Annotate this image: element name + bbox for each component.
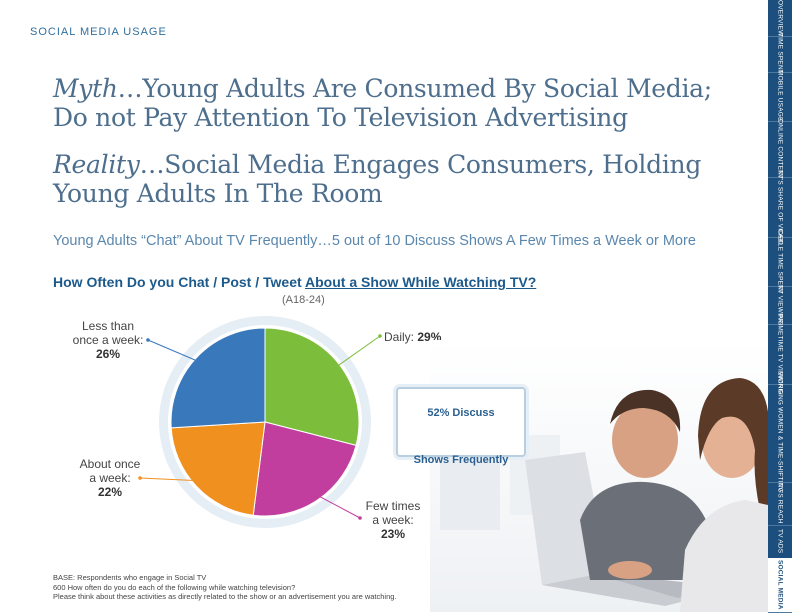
section-label: SOCIAL MEDIA USAGE: [30, 26, 167, 38]
pie-slice-daily-leader: [332, 335, 381, 370]
sidebar-tab-tv-s-share-of-video[interactable]: TV’S SHARE OF VIDEO: [768, 170, 792, 245]
sidebar-tab-cable-time-spent[interactable]: CABLE TIME SPENT: [768, 229, 792, 294]
slice-label-few-times: Few times a week: 23%: [358, 499, 428, 541]
sidebar-tab-tv-viewing[interactable]: TV VIEWING: [768, 284, 792, 326]
pie-slice-less-than: [170, 327, 266, 429]
chart-title-part2: About a Show While Watching TV?: [305, 274, 537, 290]
sidebar-tab-label: MOBILE USAGE: [776, 70, 784, 122]
slice-label-less-than: Less than once a week: 26%: [68, 319, 148, 361]
slice-label-less-line2: once a week:: [72, 333, 144, 347]
pie-slice-few-times: [252, 421, 357, 517]
chart-title: How Often Do you Chat / Post / Tweet Abo…: [53, 274, 536, 290]
leader-lines: [138, 334, 382, 520]
sidebar-tab-social-media[interactable]: SOCIAL MEDIA: [768, 557, 792, 613]
pie-slice-less-than-leader-dot: [146, 338, 150, 342]
slice-label-once-line1: About once: [79, 457, 141, 471]
callout-line2: Shows Frequently: [413, 454, 509, 466]
footnote-question: 600 How often do you do each of the foll…: [53, 582, 296, 592]
slice-label-few-times-line1: Few times: [365, 499, 421, 513]
sidebar-tab-primetime-tv-viewing[interactable]: PRIMETIME TV VIEWING: [768, 314, 792, 394]
chart-title-part1: How Often Do you Chat / Post / Tweet: [53, 274, 306, 290]
callout-box: 52% Discuss Shows Frequently: [396, 387, 526, 466]
photo-young-adults-laptop: [430, 340, 768, 612]
sidebar-tab-online-content[interactable]: ONLINE CONTENT: [768, 118, 792, 180]
sidebar-tab-time-spent[interactable]: TIME SPENT: [768, 33, 792, 75]
sidebar-tab-overview[interactable]: OVERVIEW: [768, 0, 792, 37]
slice-label-once-line2: a week:: [89, 471, 131, 485]
sidebar-tab-label: OVERVIEW: [776, 0, 784, 37]
sidebar-tab-label: TV’S SHARE OF VIDEO: [776, 169, 784, 245]
sidebar-tab-label: SOCIAL MEDIA: [776, 560, 784, 610]
sidebar-tab-label: PRIMETIME TV VIEWING: [776, 313, 784, 394]
slice-value-once: 22%: [97, 485, 123, 499]
slice-label-few-times-line2: a week:: [372, 513, 414, 527]
sidebar-tab-label: TV’S REACH: [776, 482, 784, 524]
section-sidebar: OVERVIEW TIME SPENT MOBILE USAGE ONLINE CON…: [768, 0, 792, 613]
sidebar-tab-label: TV VIEWING: [776, 284, 784, 326]
pie-slices: [170, 327, 360, 517]
pie-slice-once-a-week-leader-dot: [138, 476, 142, 480]
pie-slice-once-a-week: [170, 421, 266, 516]
sidebar-tab-label: WORKING WOMEN & TIME-SHIFTING: [776, 372, 784, 494]
callout-line1: 52% Discuss: [427, 407, 495, 419]
sidebar-tab-label: TV ADS: [776, 529, 784, 554]
pie-slice-few-times-leader-dot: [358, 516, 362, 520]
pie-slice-daily-leader-dot: [378, 334, 382, 338]
chart-subtitle: (A18-24): [282, 294, 325, 306]
sidebar-tab-mobile-usage[interactable]: MOBILE USAGE: [768, 70, 792, 122]
slice-label-daily-text: Daily:: [384, 330, 415, 344]
pie-slice-few-times-leader: [313, 492, 361, 519]
slice-value-less: 26%: [95, 347, 121, 361]
myth-italic: Myth: [53, 74, 118, 103]
myth-text: …Young Adults Are Consumed By Social Med…: [53, 74, 712, 132]
reality-italic: Reality: [53, 150, 140, 179]
myth-headline: Myth…Young Adults Are Consumed By Social…: [53, 74, 753, 132]
pie-slice-less-than-leader: [147, 339, 203, 364]
footnote-base: BASE: Respondents who engage in Social T…: [53, 573, 207, 582]
reality-headline: Reality…Social Media Engages Consumers, …: [53, 150, 753, 208]
sidebar-tab-tv-s-reach[interactable]: TV’S REACH: [768, 482, 792, 527]
sidebar-tab-label: CABLE TIME SPENT: [776, 228, 784, 295]
pie-slice-once-a-week-leader: [139, 477, 203, 482]
slice-value-few-times: 23%: [380, 527, 406, 541]
sidebar-tab-tv-ads[interactable]: TV ADS: [768, 525, 792, 559]
sidebar-tab-label: ONLINE CONTENT: [776, 118, 784, 180]
footnote-note: Please think about these activities as d…: [53, 592, 397, 601]
reality-text: …Social Media Engages Consumers, Holding…: [53, 150, 702, 208]
footnotes: BASE: Respondents who engage in Social T…: [53, 573, 397, 602]
sidebar-tab-working-women-time-shifting[interactable]: WORKING WOMEN & TIME-SHIFTING: [768, 372, 792, 493]
sidebar-tab-label: TIME SPENT: [776, 33, 784, 75]
subhead: Young Adults “Chat” About TV Frequently……: [53, 233, 696, 249]
slice-label-once-a-week: About once a week: 22%: [70, 457, 150, 499]
slice-label-less-line1: Less than: [81, 319, 135, 333]
